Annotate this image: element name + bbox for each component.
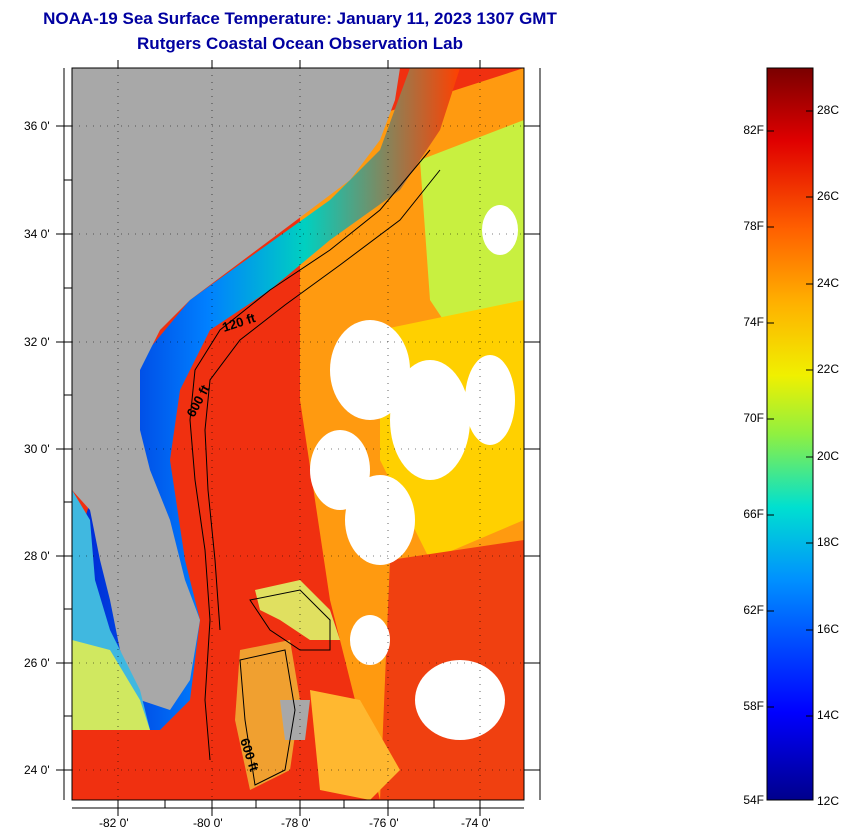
lon-label-82: -82 0' [99,816,129,830]
map-image [72,68,524,800]
axis-ticks [56,60,540,816]
map-title: NOAA-19 Sea Surface Temperature: January… [43,9,557,28]
lon-label-76: -76 0' [369,816,399,830]
colorbar-label-82f: 82F [743,123,764,137]
colorbar-label-70f: 70F [743,411,764,425]
lat-label-30: 30 0' [24,442,50,456]
lat-lon-grid [72,68,524,800]
colorbar-label-16c: 16C [817,622,840,636]
lon-label-74: -74 0' [461,816,491,830]
map-subtitle: Rutgers Coastal Ocean Observation Lab [137,34,463,53]
colorbar-label-62f: 62F [743,603,764,617]
colorbar-label-28c: 28C [817,103,840,117]
colorbar-label-78f: 78F [743,219,764,233]
colorbar-label-74f: 74F [743,315,764,329]
colorbar-label-14c: 14C [817,708,840,722]
colorbar-label-58f: 58F [743,699,764,713]
colorbar-label-54f: 54F [743,793,764,807]
lat-label-26: 26 0' [24,656,50,670]
cloud-cover [310,205,518,740]
colorbar-label-26c: 26C [817,189,840,203]
lat-label-32: 32 0' [24,335,50,349]
temperature-colorbar [766,67,814,801]
colorbar-label-24c: 24C [817,276,840,290]
colorbar-label-12c: 12C [817,794,840,808]
colorbar-label-18c: 18C [817,535,840,549]
lat-label-36: 36 0' [24,119,50,133]
lat-label-28: 28 0' [24,549,50,563]
land-mass [72,68,400,710]
map-frame [71,67,525,801]
colorbar-label-66f: 66F [743,507,764,521]
lon-label-80: -80 0' [193,816,223,830]
depth-contours [189,149,441,786]
colorbar-label-22c: 22C [817,362,840,376]
colorbar-label-20c: 20C [817,449,840,463]
lat-label-24: 24 0' [24,763,50,777]
lon-label-78: -78 0' [281,816,311,830]
colorbar-ticks [767,110,813,717]
lat-label-34: 34 0' [24,227,50,241]
